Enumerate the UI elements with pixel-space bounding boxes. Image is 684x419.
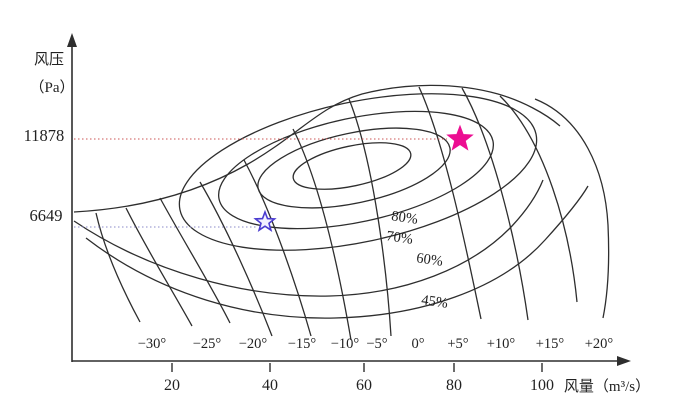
y-axis-title-line2: （Pa） (29, 79, 74, 96)
contour-80pct (217, 110, 495, 230)
filled-star-icon (446, 124, 474, 151)
blade-angle-curves (73, 84, 610, 341)
efficiency-contours (73, 93, 589, 319)
y-axis-title-line1: 风压 (34, 51, 64, 68)
y-ref-label-6649: 6649 (30, 206, 63, 225)
design-point-star (446, 124, 474, 151)
angle-label-0: 0° (411, 336, 424, 352)
contour-inner-1 (292, 142, 412, 190)
efficiency-label-45: 45% (420, 292, 449, 312)
curve-plus-20 (534, 98, 610, 319)
efficiency-label-60: 60% (415, 250, 444, 270)
curve-minus-20 (159, 197, 231, 324)
x-tick-label-80: 80 (446, 377, 462, 394)
curve-minus-15 (199, 181, 273, 337)
angle-label-minus-20: −20° (239, 336, 268, 352)
envelope-curve (73, 84, 561, 213)
curve-plus-10 (461, 87, 529, 321)
angle-label-plus-10: +10° (487, 336, 516, 352)
axes (67, 33, 631, 372)
y-axis-arrow-icon (67, 33, 77, 47)
efficiency-label-80: 80% (390, 208, 419, 228)
curve-0 (348, 98, 392, 337)
angle-label-minus-10: −10° (331, 336, 360, 352)
angle-label-plus-5: +5° (447, 336, 468, 352)
contour-70pct (178, 93, 538, 251)
efficiency-label-70: 70% (385, 228, 414, 248)
x-axis-arrow-icon (617, 356, 631, 366)
curve-minus-30 (95, 212, 141, 323)
y-ref-label-11878: 11878 (24, 126, 65, 145)
contour-60pct (73, 179, 544, 297)
angle-label-minus-30: −30° (138, 336, 167, 352)
angle-label-minus-25: −25° (193, 336, 222, 352)
operating-point-star (253, 209, 277, 232)
curve-minus-10 (243, 159, 312, 337)
x-tick-label-60: 60 (356, 377, 372, 394)
curve-plus-15 (499, 95, 578, 303)
x-tick-label-40: 40 (262, 377, 278, 394)
angle-label-minus-5: −5° (366, 336, 387, 352)
angle-label-minus-15: −15° (288, 336, 317, 352)
contour-45pct (85, 185, 589, 319)
angle-label-plus-15: +15° (536, 336, 565, 352)
curve-plus-5 (418, 86, 482, 320)
curve-minus-5 (292, 128, 352, 341)
open-star-icon (253, 209, 277, 232)
x-axis-title: 风量（m³/s） (564, 378, 650, 395)
x-tick-label-100: 100 (530, 377, 554, 394)
angle-label-plus-20: +20° (585, 336, 614, 352)
contour-inner-2 (257, 127, 451, 209)
x-tick-label-20: 20 (164, 377, 180, 394)
curve-minus-25 (125, 207, 193, 327)
